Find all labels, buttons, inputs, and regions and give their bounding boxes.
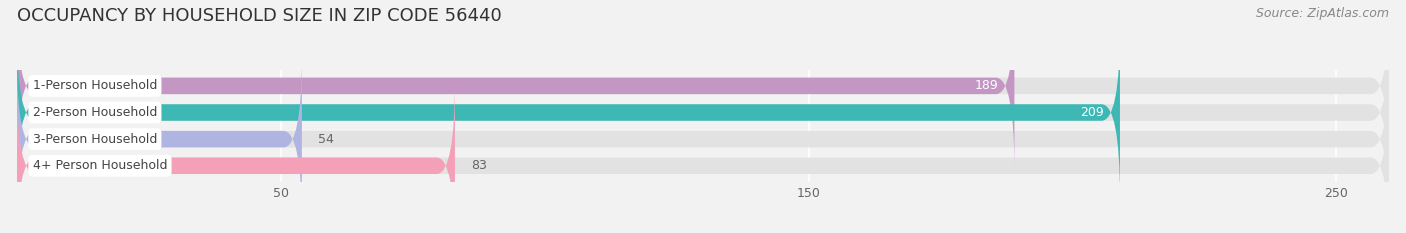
FancyBboxPatch shape xyxy=(17,81,1389,233)
Text: 209: 209 xyxy=(1080,106,1104,119)
Text: 2-Person Household: 2-Person Household xyxy=(32,106,157,119)
Text: 83: 83 xyxy=(471,159,486,172)
Text: Source: ZipAtlas.com: Source: ZipAtlas.com xyxy=(1256,7,1389,20)
FancyBboxPatch shape xyxy=(17,1,1014,171)
Text: 189: 189 xyxy=(974,79,998,92)
Text: 4+ Person Household: 4+ Person Household xyxy=(32,159,167,172)
FancyBboxPatch shape xyxy=(17,1,1389,171)
FancyBboxPatch shape xyxy=(17,54,1389,224)
FancyBboxPatch shape xyxy=(17,54,302,224)
FancyBboxPatch shape xyxy=(17,81,456,233)
FancyBboxPatch shape xyxy=(17,27,1121,197)
Text: OCCUPANCY BY HOUSEHOLD SIZE IN ZIP CODE 56440: OCCUPANCY BY HOUSEHOLD SIZE IN ZIP CODE … xyxy=(17,7,502,25)
Text: 54: 54 xyxy=(318,133,333,146)
Text: 1-Person Household: 1-Person Household xyxy=(32,79,157,92)
Text: 3-Person Household: 3-Person Household xyxy=(32,133,157,146)
FancyBboxPatch shape xyxy=(17,27,1389,197)
